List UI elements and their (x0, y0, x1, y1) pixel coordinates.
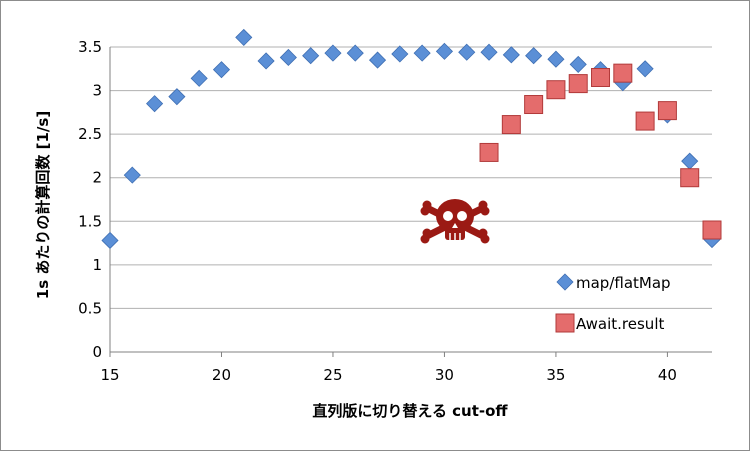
data-point-await-result (680, 168, 700, 188)
data-point-map-flatmap (681, 152, 699, 170)
y-tick-label: 3 (92, 82, 102, 100)
x-axis-title: 直列版に切り替える cut-off (312, 402, 508, 420)
legend-item-await-result: Await.result (555, 313, 664, 333)
data-point-map-flatmap (636, 60, 654, 78)
data-point-map-flatmap (257, 52, 275, 70)
x-tick-label: 40 (658, 366, 677, 384)
data-point-await-result (501, 115, 521, 135)
legend-marker-square (555, 313, 575, 333)
data-point-map-flatmap (324, 44, 342, 62)
data-point-map-flatmap (346, 44, 364, 62)
data-point-map-flatmap (302, 47, 320, 65)
series-await-result (479, 63, 722, 240)
data-point-map-flatmap (279, 48, 297, 67)
data-point-await-result (702, 220, 722, 240)
legend-label-map-flatmap: map/flatMap (576, 274, 671, 292)
data-point-map-flatmap (146, 95, 164, 113)
data-point-await-result (635, 111, 655, 131)
data-point-await-result (479, 142, 499, 162)
legend: map/flatMap Await.result (555, 273, 671, 333)
x-tick-labels: 15 20 25 30 35 40 (100, 352, 677, 384)
data-point-await-result (613, 63, 633, 83)
data-point-map-flatmap (101, 231, 119, 250)
y-tick-label: 0 (92, 343, 102, 361)
data-point-map-flatmap (502, 46, 520, 64)
gridlines (110, 46, 712, 309)
y-tick-label: 3.5 (78, 38, 102, 56)
y-tick-label: 2.5 (78, 125, 102, 143)
data-point-map-flatmap (368, 51, 387, 69)
y-tick-label: 1 (92, 256, 102, 274)
y-tick-label: 0.5 (78, 299, 102, 317)
legend-label-await-result: Await.result (576, 315, 664, 333)
axes (109, 47, 712, 353)
x-tick-label: 35 (546, 366, 565, 384)
data-point-await-result (568, 74, 588, 94)
x-tick-label: 15 (100, 366, 119, 384)
legend-marker-diamond (556, 273, 574, 291)
data-point-map-flatmap (525, 47, 543, 65)
y-tick-label: 1.5 (78, 212, 102, 230)
series-map-flatmap (101, 28, 721, 250)
data-point-map-flatmap (235, 28, 253, 46)
x-tick-label: 30 (435, 366, 454, 384)
x-tick-label: 25 (323, 366, 342, 384)
data-point-map-flatmap (480, 43, 498, 61)
data-point-map-flatmap (391, 45, 409, 63)
data-point-await-result (546, 80, 566, 100)
data-point-map-flatmap (569, 55, 587, 73)
y-tick-label: 2 (92, 169, 102, 187)
x-tick-label: 20 (212, 366, 231, 384)
data-point-await-result (591, 68, 611, 87)
skull-crossbones-icon (420, 199, 490, 244)
data-point-map-flatmap (547, 50, 565, 68)
data-point-map-flatmap (168, 88, 186, 106)
data-point-await-result (524, 95, 544, 115)
legend-square (555, 313, 575, 333)
data-point-map-flatmap (413, 44, 431, 62)
data-point-map-flatmap (190, 69, 208, 87)
data-point-map-flatmap (458, 43, 476, 61)
y-axis-title: 1s あたりの計算回数 [1/s] (34, 111, 52, 299)
data-point-map-flatmap (123, 166, 141, 184)
data-point-map-flatmap (435, 42, 454, 60)
y-tick-labels: 0 0.5 1 1.5 2 2.5 3 3.5 (78, 38, 102, 361)
legend-diamond (556, 273, 574, 291)
data-point-map-flatmap (212, 61, 231, 79)
data-point-await-result (657, 101, 677, 121)
legend-item-map-flatmap: map/flatMap (556, 273, 671, 292)
